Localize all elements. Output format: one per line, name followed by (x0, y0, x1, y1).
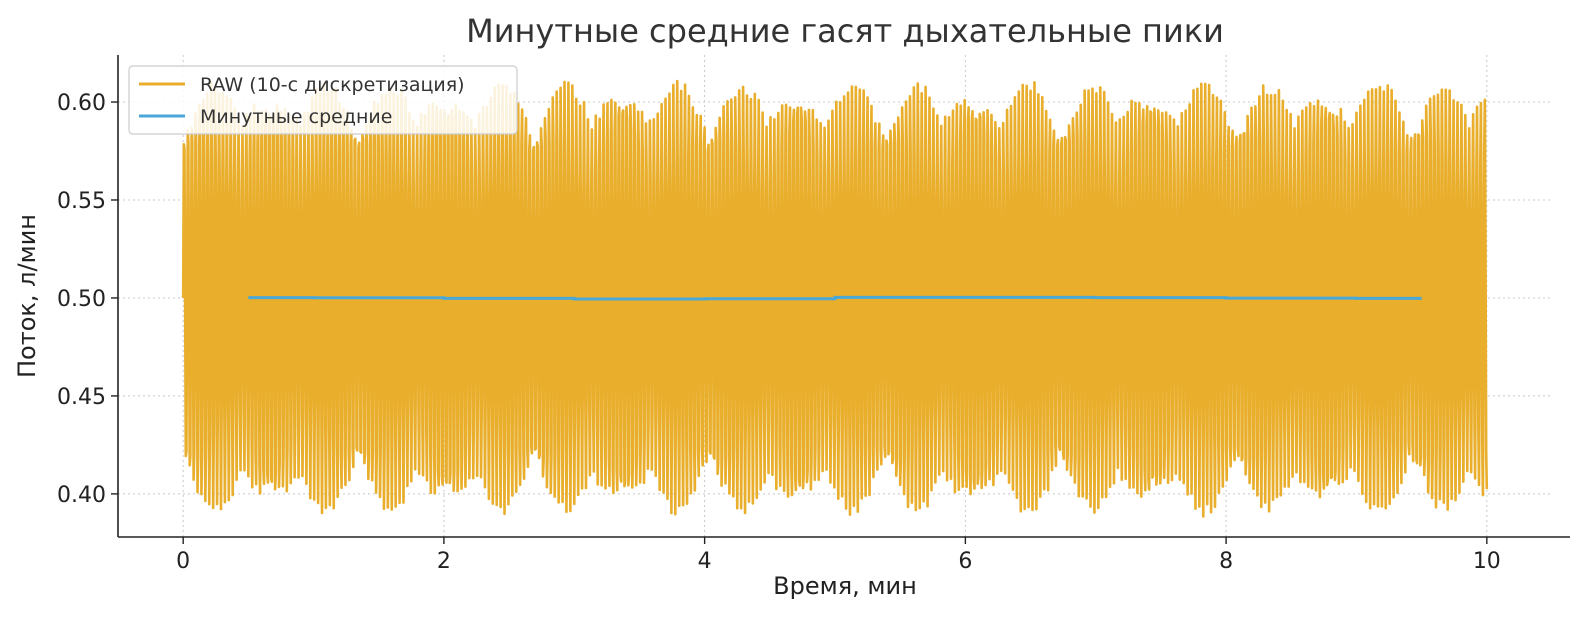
x-axis-ticks: 0 2 4 6 8 10 (176, 537, 1501, 574)
y-tick-label-0: 0.40 (57, 483, 106, 508)
x-axis-label: Время, мин (773, 572, 917, 600)
x-tick-label-4: 8 (1219, 549, 1233, 574)
y-tick-label-2: 0.50 (57, 287, 106, 312)
average-series-line (248, 295, 1422, 301)
legend-label-average: Минутные средние (200, 106, 392, 128)
legend: RAW (10-с дискретизация) Минутные средни… (128, 65, 518, 135)
y-tick-label-1: 0.45 (57, 385, 106, 410)
legend-label-raw: RAW (10-с дискретизация) (200, 74, 465, 96)
raw-series-layer (181, 79, 1489, 518)
average-series-layer (248, 295, 1422, 301)
raw-series-line (181, 79, 1489, 518)
chart-title: Минутные средние гасят дыхательные пики (466, 12, 1224, 50)
x-tick-label-2: 4 (698, 549, 712, 574)
x-tick-label-0: 0 (176, 549, 190, 574)
x-tick-label-3: 6 (958, 549, 972, 574)
y-tick-label-3: 0.55 (57, 189, 106, 214)
y-tick-label-4: 0.60 (57, 91, 106, 116)
legend-frame (128, 65, 518, 135)
y-axis-ticks: 0.40 0.45 0.50 0.55 0.60 (57, 91, 118, 508)
x-tick-label-5: 10 (1473, 549, 1501, 574)
y-axis-label: Поток, л/мин (13, 214, 41, 378)
x-tick-label-1: 2 (437, 549, 451, 574)
